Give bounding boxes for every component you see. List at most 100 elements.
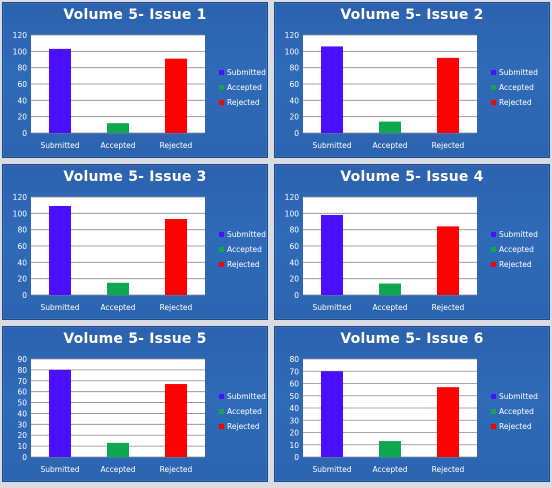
bar-submitted	[321, 46, 343, 133]
y-tick-label: 60	[289, 80, 299, 89]
x-tick-label: Rejected	[160, 465, 193, 474]
y-tick-label: 40	[17, 96, 27, 105]
legend-label-accepted: Accepted	[499, 83, 534, 92]
legend-label-submitted: Submitted	[499, 392, 538, 401]
legend-swatch	[491, 100, 496, 105]
legend-swatch	[491, 247, 496, 252]
legend-swatch	[491, 232, 496, 237]
x-tick-label: Submitted	[313, 141, 352, 150]
y-tick-label: 40	[289, 258, 299, 267]
legend-label-submitted: Submitted	[499, 68, 538, 77]
legend-label-submitted: Submitted	[499, 230, 538, 239]
legend-label-submitted: Submitted	[227, 392, 266, 401]
chart-panel-4: Volume 5- Issue 4 0 20 40 60 80 100 120 Submitte…	[274, 164, 550, 320]
chart-title: Volume 5- Issue 4	[340, 169, 484, 185]
legend-swatch	[491, 85, 496, 90]
legend-label-rejected: Rejected	[227, 422, 260, 431]
y-tick-label: 20	[289, 429, 299, 438]
bar-submitted	[49, 205, 71, 295]
bar-rejected	[437, 387, 459, 457]
legend-label-rejected: Rejected	[227, 98, 260, 107]
bar-rejected	[165, 58, 187, 133]
legend-swatch	[219, 247, 224, 252]
legend-label-rejected: Rejected	[227, 260, 260, 269]
legend-swatch	[219, 409, 224, 414]
legend-label-accepted: Accepted	[499, 245, 534, 254]
legend-label-accepted: Accepted	[499, 407, 534, 416]
bar-accepted	[379, 441, 401, 457]
x-tick-label: Accepted	[101, 465, 136, 474]
legend-swatch	[491, 394, 496, 399]
legend-label-accepted: Accepted	[227, 83, 262, 92]
x-tick-label: Rejected	[432, 465, 465, 474]
y-tick-label: 0	[22, 129, 27, 138]
y-tick-label: 100	[285, 47, 300, 56]
y-tick-label: 50	[289, 392, 299, 401]
bar-accepted	[379, 283, 401, 295]
y-tick-label: 80	[17, 226, 27, 235]
y-tick-label: 100	[285, 209, 300, 218]
bar-submitted	[321, 371, 343, 457]
y-tick-label: 100	[13, 47, 28, 56]
x-tick-label: Accepted	[373, 465, 408, 474]
chart-panel-6: Volume 5- Issue 6 0 10 20 30 40 50 60 70 80 Submit…	[274, 326, 550, 482]
y-tick-label: 80	[17, 366, 27, 375]
y-tick-label: 120	[13, 193, 28, 202]
chart-panel-3: Volume 5- Issue 3 0 20 40 60 80 100 120 Submitte…	[2, 164, 268, 320]
x-tick-label: Submitted	[41, 141, 80, 150]
y-tick-label: 20	[17, 113, 27, 122]
y-tick-label: 0	[294, 291, 299, 300]
y-tick-label: 80	[289, 64, 299, 73]
chart-svg: 0 20 40 60 80 100 120 Submitted Accepted Rejected…	[13, 193, 266, 312]
chart-title: Volume 5- Issue 6	[340, 331, 484, 347]
x-tick-label: Accepted	[101, 303, 136, 312]
y-tick-label: 20	[289, 275, 299, 284]
y-tick-label: 0	[22, 291, 27, 300]
y-tick-label: 40	[17, 409, 27, 418]
bar-accepted	[107, 282, 129, 295]
chart-panel-5: Volume 5- Issue 5 0 10 20 30 40 50 60 70 80 90 Subm…	[2, 326, 268, 482]
y-tick-label: 80	[17, 64, 27, 73]
x-tick-label: Rejected	[160, 141, 193, 150]
bar-submitted	[49, 369, 71, 457]
bar-accepted	[107, 442, 129, 457]
legend-swatch	[219, 424, 224, 429]
chart-title: Volume 5- Issue 1	[63, 7, 207, 23]
y-tick-label: 100	[13, 209, 28, 218]
legend-swatch	[219, 100, 224, 105]
x-tick-label: Submitted	[41, 303, 80, 312]
x-tick-label: Rejected	[432, 303, 465, 312]
legend-label-submitted: Submitted	[227, 230, 266, 239]
y-tick-label: 40	[289, 404, 299, 413]
y-tick-label: 20	[17, 275, 27, 284]
x-tick-label: Submitted	[313, 303, 352, 312]
chart-svg: 0 20 40 60 80 100 120 Submitted Accepted Rejected…	[285, 193, 538, 312]
x-tick-label: Accepted	[101, 141, 136, 150]
chart-svg: 0 20 40 60 80 100 120 Submitted Accepted Rejected…	[13, 31, 266, 150]
y-tick-label: 60	[17, 80, 27, 89]
bar-submitted	[49, 48, 71, 134]
y-tick-label: 80	[289, 355, 299, 364]
bar-rejected	[165, 219, 187, 295]
legend-swatch	[491, 70, 496, 75]
chart-title: Volume 5- Issue 2	[340, 7, 484, 23]
x-tick-label: Accepted	[373, 303, 408, 312]
bar-rejected	[437, 57, 459, 133]
y-tick-label: 60	[289, 380, 299, 389]
y-tick-label: 60	[289, 242, 299, 251]
y-tick-label: 0	[294, 129, 299, 138]
legend-swatch	[219, 70, 224, 75]
y-tick-label: 20	[289, 113, 299, 122]
legend-swatch	[219, 232, 224, 237]
bar-submitted	[321, 214, 343, 295]
y-tick-label: 60	[17, 242, 27, 251]
chart-panel-1: Volume 5- Issue 1 0 20 40 60 80 100 120 Submitte…	[2, 2, 268, 158]
y-tick-label: 120	[285, 193, 300, 202]
legend-swatch	[219, 85, 224, 90]
y-tick-label: 80	[289, 226, 299, 235]
chart-title: Volume 5- Issue 5	[63, 331, 207, 347]
y-tick-label: 40	[289, 96, 299, 105]
x-tick-label: Submitted	[41, 465, 80, 474]
legend-swatch	[219, 394, 224, 399]
